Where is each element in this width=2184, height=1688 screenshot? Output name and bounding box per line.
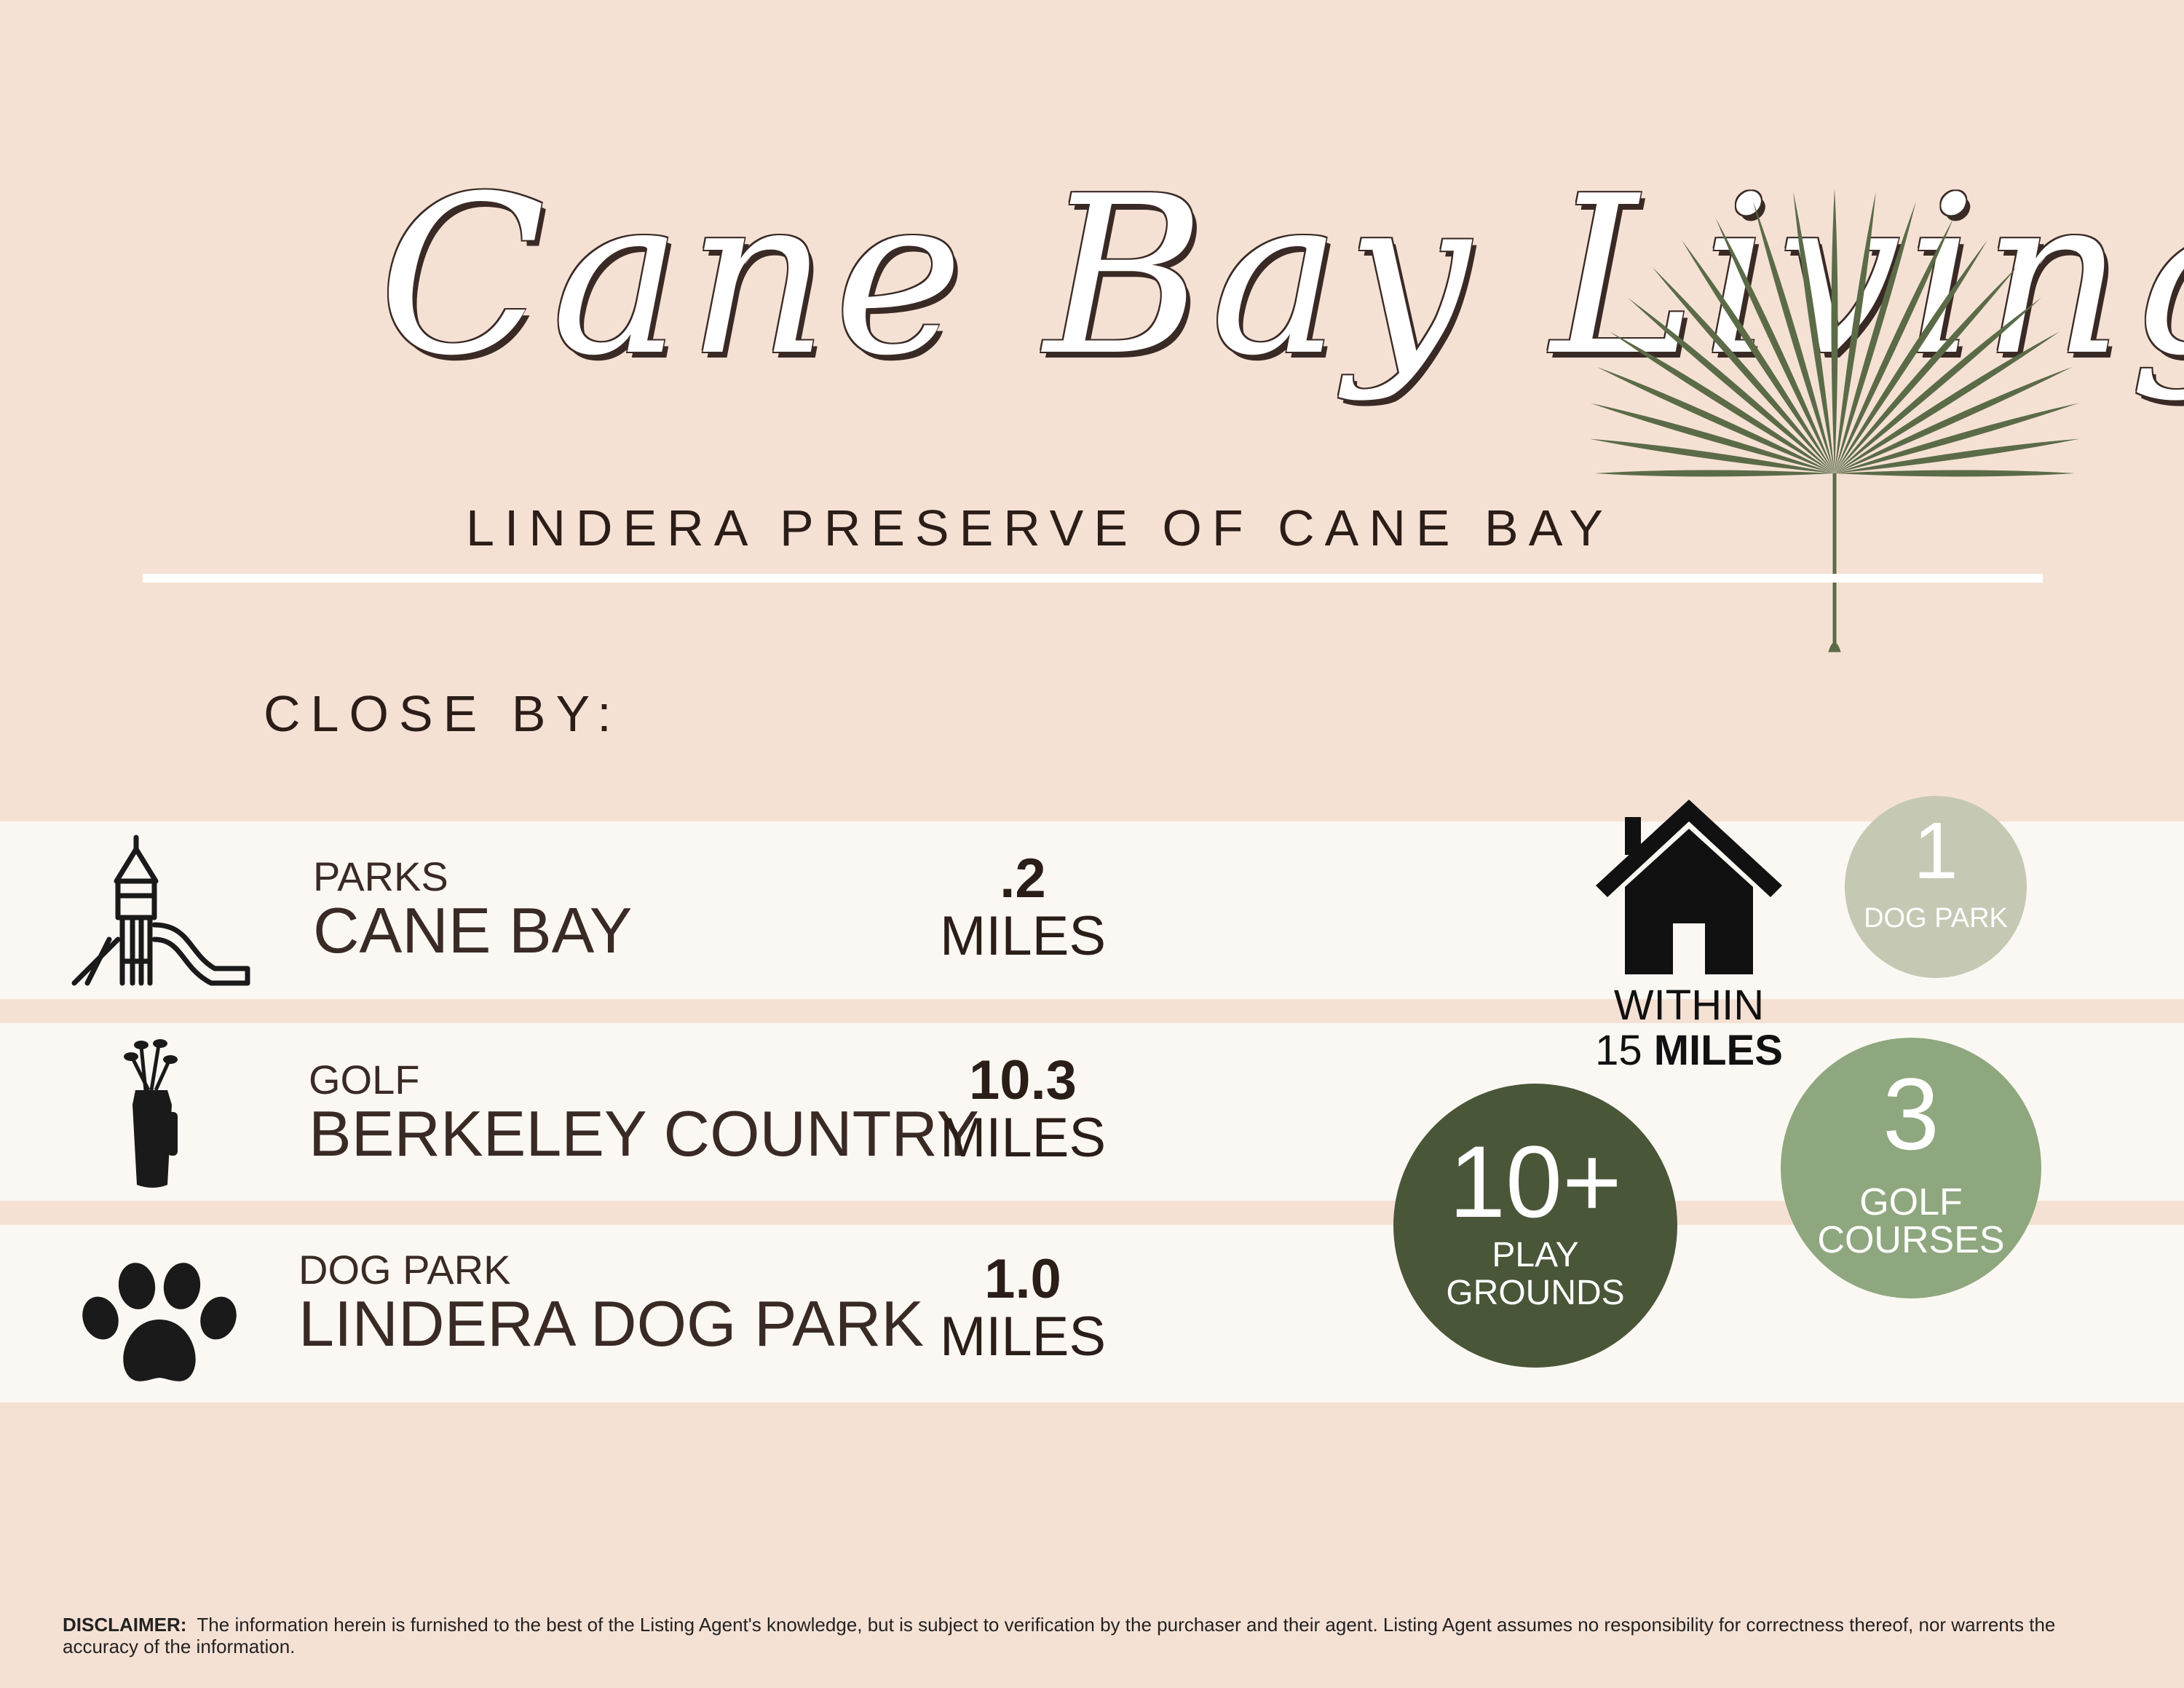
subtitle: LINDERA PRESERVE OF CANE BAY xyxy=(466,500,1613,556)
stat-label: DOG PARK xyxy=(1864,903,2008,934)
row-distance: .2 xyxy=(1000,848,1046,910)
stat-number: 1 xyxy=(1913,806,1958,896)
row-category: PARKS xyxy=(313,853,448,899)
within-line1: WITHIN xyxy=(1613,982,1765,1029)
row-name: BERKELEY COUNTRY xyxy=(309,1097,980,1170)
row-category: GOLF xyxy=(309,1057,420,1103)
golf-bag-icon xyxy=(124,1039,178,1188)
row-name: CANE BAY xyxy=(313,894,633,966)
stat-label-line1: PLAY xyxy=(1492,1236,1579,1274)
paw-print-icon xyxy=(82,1263,237,1381)
page-title: Cane Bay Living xyxy=(379,149,2184,403)
stat-dog-park: 1 DOG PARK xyxy=(1845,796,2027,978)
list-item: PARKS CANE BAY .2 MILES xyxy=(0,821,2184,999)
disclaimer: DISCLAIMER: The information herein is fu… xyxy=(63,1614,2130,1657)
row-distance: 1.0 xyxy=(984,1248,1061,1310)
playground-slide-icon xyxy=(71,835,250,986)
within-label: WITHIN 15 MILES xyxy=(1565,983,1813,1073)
stat-label-line1: GOLF xyxy=(1859,1181,1963,1223)
row-distance: 10.3 xyxy=(969,1049,1077,1111)
row-name: LINDERA DOG PARK xyxy=(298,1287,925,1360)
row-category: DOG PARK xyxy=(298,1247,511,1293)
disclaimer-label: DISCLAIMER: xyxy=(63,1614,187,1636)
stat-number: 3 xyxy=(1883,1057,1939,1171)
divider xyxy=(143,574,2043,583)
stat-label-line2: GROUNDS xyxy=(1446,1274,1625,1312)
house-icon xyxy=(1596,800,1782,974)
row-unit: MILES xyxy=(939,1306,1107,1368)
stat-label-line2: COURSES xyxy=(1817,1219,2005,1261)
within-number: 15 xyxy=(1595,1027,1642,1074)
disclaimer-text: The information herein is furnished to t… xyxy=(63,1614,2056,1657)
row-unit: MILES xyxy=(939,905,1107,967)
section-label: CLOSE BY: xyxy=(264,685,622,742)
row-unit: MILES xyxy=(939,1107,1107,1169)
stat-golf-courses: 3 GOLF COURSES xyxy=(1781,1038,2041,1298)
stat-number: 10+ xyxy=(1449,1124,1622,1239)
within-unit: MILES xyxy=(1653,1027,1783,1074)
stat-playgrounds: 10+ PLAY GROUNDS xyxy=(1393,1084,1677,1368)
palm-leaf-icon xyxy=(1589,188,2080,652)
